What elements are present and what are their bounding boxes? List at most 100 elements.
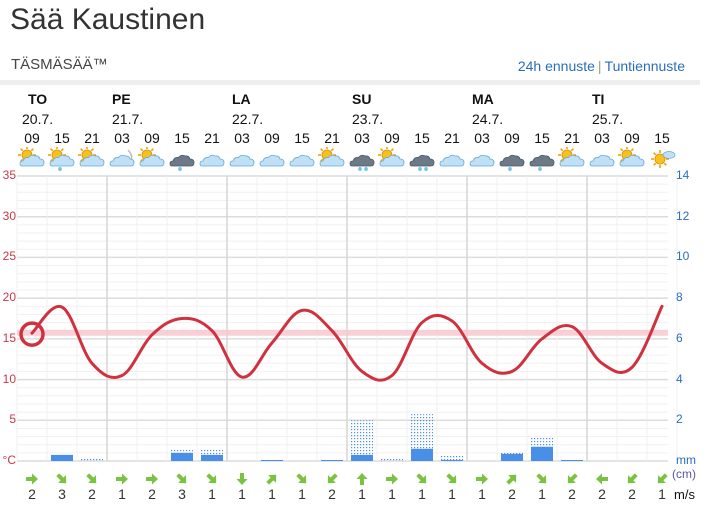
- temperature-tick: 20: [2, 290, 16, 305]
- wind-arrow-icon: [77, 472, 107, 486]
- temperature-tick: 25: [2, 249, 16, 264]
- precip-unit-cm: (cm): [672, 467, 696, 481]
- wind-arrow-icon: [17, 472, 47, 486]
- dark-cloud-rain-icon: [408, 147, 436, 171]
- wind-speed: 1: [538, 486, 546, 502]
- dark-cloud-rain-icon: [348, 147, 376, 171]
- wind-speed: 1: [388, 486, 396, 502]
- precipitation-tick: 12: [676, 208, 690, 223]
- temperature-tick: 15: [2, 330, 16, 345]
- wind-cell: 1: [227, 472, 257, 502]
- wind-arrow-icon: [167, 472, 197, 486]
- hour-label: 09: [24, 130, 40, 146]
- wind-speed: 2: [88, 486, 96, 502]
- temperature-tick: 5: [9, 412, 16, 427]
- link-hourly-forecast[interactable]: Tuntiennuste: [604, 58, 685, 74]
- wind-cell: 3: [47, 472, 77, 502]
- partly-cloudy-icon: [318, 146, 346, 171]
- wind-arrow-icon: [497, 472, 527, 486]
- wind-speed: 1: [658, 486, 666, 502]
- wind-cell: 2: [557, 472, 587, 502]
- precipitation-tick: 4: [676, 371, 683, 386]
- precipitation-tick: mm: [676, 453, 696, 467]
- wind-speed: 2: [28, 486, 36, 502]
- wind-speed: 1: [238, 486, 246, 502]
- hour-label: 03: [354, 130, 370, 146]
- partly-cloudy-icon: [18, 146, 46, 171]
- link-separator: |: [597, 58, 602, 74]
- wind-cell: 2: [17, 472, 47, 502]
- wind-cell: 2: [587, 472, 617, 502]
- partly-cloudy-icon: [618, 146, 646, 171]
- day-label: MA: [472, 91, 494, 107]
- day-label: LA: [232, 91, 251, 107]
- wind-arrow-icon: [407, 472, 437, 486]
- hour-label: 21: [444, 130, 460, 146]
- hour-label: 03: [114, 130, 130, 146]
- date-label: 24.7.: [472, 111, 504, 127]
- cloudy-icon: [438, 147, 466, 171]
- date-label: 25.7.: [592, 111, 624, 127]
- link-24h-forecast[interactable]: 24h ennuste: [517, 58, 595, 74]
- wind-speed: 1: [298, 486, 306, 502]
- dark-cloud-light-rain-icon: [498, 147, 526, 171]
- wind-arrow-icon: [287, 472, 317, 486]
- day-label: SU: [352, 91, 372, 107]
- wind-cell: 1: [107, 472, 137, 502]
- wind-speed: 2: [328, 486, 336, 502]
- hour-label: 09: [264, 130, 280, 146]
- day-label: TI: [592, 91, 605, 107]
- wind-cell: 1: [647, 472, 677, 502]
- wind-arrow-icon: [107, 472, 137, 486]
- dark-cloud-light-rain-icon: [528, 147, 556, 171]
- temperature-tick: 35: [2, 168, 16, 182]
- wind-cell: 2: [617, 472, 647, 502]
- wind-arrow-icon: [257, 472, 287, 486]
- hour-label: 21: [324, 130, 340, 146]
- wind-arrow-icon: [557, 472, 587, 486]
- hour-label: 09: [504, 130, 520, 146]
- wind-cell: 1: [377, 472, 407, 502]
- product-subtitle: TÄSMÄSÄÄ™: [11, 56, 108, 73]
- wind-arrow-icon: [437, 472, 467, 486]
- cloudy-icon: [288, 147, 316, 171]
- wind-speed: 1: [118, 486, 126, 502]
- hour-label: 09: [624, 130, 640, 146]
- hour-label: 03: [474, 130, 490, 146]
- hour-label: 15: [54, 130, 70, 146]
- hour-label: 15: [174, 130, 190, 146]
- hour-label: 15: [414, 130, 430, 146]
- wind-cell: 1: [347, 472, 377, 502]
- date-label: 22.7.: [232, 111, 264, 127]
- cloudy-icon: [468, 147, 496, 171]
- wind-speed: 1: [358, 486, 366, 502]
- wind-speed: 3: [178, 486, 186, 502]
- wind-speed: 2: [508, 486, 516, 502]
- hour-label: 21: [84, 130, 100, 146]
- precipitation-tick: 14: [676, 168, 690, 182]
- wind-speed: 2: [628, 486, 636, 502]
- wind-arrow-icon: [347, 472, 377, 486]
- partly-cloudy-icon: [378, 146, 406, 171]
- wind-arrow-icon: [467, 472, 497, 486]
- wind-arrow-icon: [587, 472, 617, 486]
- wind-speed: 3: [58, 486, 66, 502]
- wind-arrow-icon: [377, 472, 407, 486]
- temperature-tick: 30: [2, 208, 16, 223]
- wind-cell: 1: [437, 472, 467, 502]
- wind-speed: 2: [148, 486, 156, 502]
- wind-cell: 1: [197, 472, 227, 502]
- partly-cloudy-icon: [138, 146, 166, 171]
- precipitation-tick: 10: [676, 249, 690, 264]
- wind-cell: 1: [287, 472, 317, 502]
- hour-label: 15: [534, 130, 550, 146]
- wind-speed: 2: [598, 486, 606, 502]
- cloudy-icon: [228, 147, 256, 171]
- temperature-tick: °C: [2, 453, 16, 467]
- date-label: 21.7.: [112, 111, 144, 127]
- hour-label: 21: [204, 130, 220, 146]
- mostly-sunny-icon: [648, 147, 676, 171]
- precipitation-tick: 2: [676, 412, 683, 427]
- wind-arrow-icon: [647, 472, 677, 486]
